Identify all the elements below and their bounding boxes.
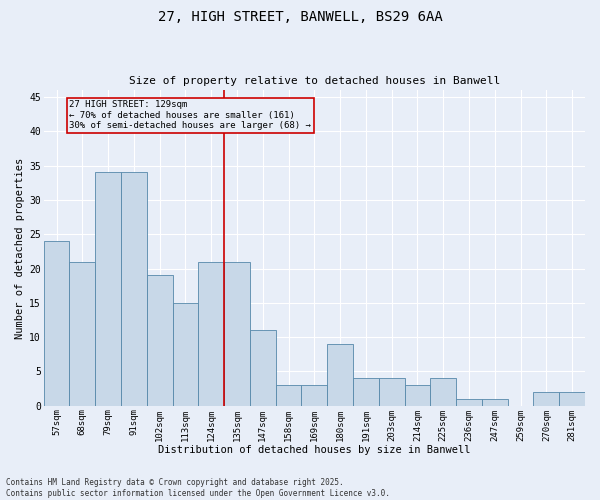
Bar <box>559 392 585 406</box>
Bar <box>224 262 250 406</box>
Bar <box>275 385 301 406</box>
Bar <box>379 378 404 406</box>
Bar <box>250 330 275 406</box>
X-axis label: Distribution of detached houses by size in Banwell: Distribution of detached houses by size … <box>158 445 470 455</box>
Y-axis label: Number of detached properties: Number of detached properties <box>15 158 25 338</box>
Bar <box>456 399 482 406</box>
Title: Size of property relative to detached houses in Banwell: Size of property relative to detached ho… <box>129 76 500 86</box>
Bar <box>70 262 95 406</box>
Text: Contains HM Land Registry data © Crown copyright and database right 2025.
Contai: Contains HM Land Registry data © Crown c… <box>6 478 390 498</box>
Text: 27, HIGH STREET, BANWELL, BS29 6AA: 27, HIGH STREET, BANWELL, BS29 6AA <box>158 10 442 24</box>
Bar <box>95 172 121 406</box>
Bar <box>482 399 508 406</box>
Bar <box>430 378 456 406</box>
Bar <box>327 344 353 406</box>
Bar <box>301 385 327 406</box>
Text: 27 HIGH STREET: 129sqm
← 70% of detached houses are smaller (161)
30% of semi-de: 27 HIGH STREET: 129sqm ← 70% of detached… <box>70 100 311 130</box>
Bar <box>121 172 147 406</box>
Bar <box>199 262 224 406</box>
Bar <box>44 241 70 406</box>
Bar <box>533 392 559 406</box>
Bar <box>173 303 199 406</box>
Bar <box>353 378 379 406</box>
Bar <box>404 385 430 406</box>
Bar <box>147 276 173 406</box>
